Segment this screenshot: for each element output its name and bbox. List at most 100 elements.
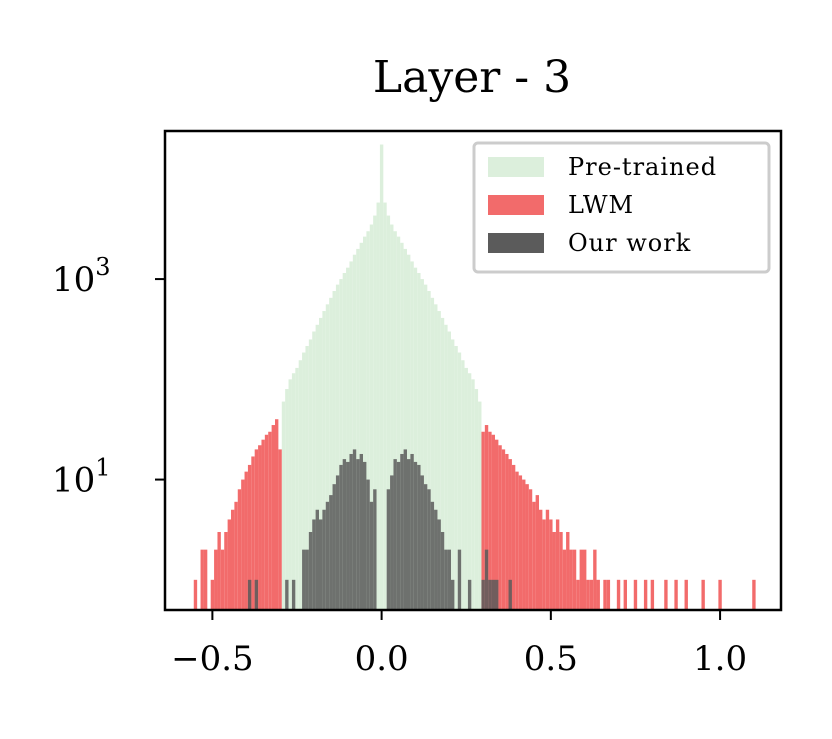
histogram-bar bbox=[403, 248, 407, 610]
histogram-bar bbox=[342, 459, 347, 610]
histogram-bar bbox=[278, 449, 282, 610]
y-tick-label: 103 bbox=[52, 253, 111, 300]
histogram-bar bbox=[410, 261, 414, 610]
histogram-bar bbox=[417, 464, 421, 610]
histogram-bar bbox=[491, 579, 495, 610]
histogram-bar bbox=[423, 484, 428, 610]
histogram-bar bbox=[501, 449, 506, 610]
histogram-bar bbox=[566, 531, 570, 610]
histogram-bar bbox=[203, 549, 208, 610]
histogram-bar bbox=[528, 489, 533, 610]
histogram-bar bbox=[572, 549, 577, 610]
histogram-bar bbox=[488, 431, 492, 610]
plot-area bbox=[193, 144, 756, 610]
histogram-bar bbox=[701, 579, 705, 610]
histogram-bar bbox=[596, 579, 600, 610]
histogram-bar bbox=[515, 471, 519, 610]
histogram-bar bbox=[434, 509, 438, 610]
histogram-bar bbox=[413, 461, 418, 610]
histogram-bar bbox=[508, 579, 512, 610]
histogram-bar bbox=[403, 449, 407, 610]
histogram-bar bbox=[322, 311, 326, 610]
histogram-bar bbox=[457, 352, 462, 610]
histogram-bar bbox=[346, 267, 350, 610]
histogram-bar bbox=[752, 579, 756, 610]
histogram-bar bbox=[440, 317, 445, 610]
histogram-bar bbox=[522, 479, 526, 610]
histogram-bar bbox=[247, 579, 252, 610]
histogram-bar bbox=[244, 471, 248, 610]
histogram-bar bbox=[484, 549, 489, 610]
histogram-bar bbox=[220, 549, 225, 610]
legend-swatch bbox=[488, 157, 544, 177]
histogram-bar bbox=[390, 224, 394, 610]
histogram-bar bbox=[407, 459, 411, 610]
histogram-bar bbox=[569, 549, 573, 610]
histogram-bar bbox=[271, 425, 275, 610]
histogram-bar bbox=[258, 445, 262, 610]
histogram-bar bbox=[390, 475, 394, 610]
plot-frame bbox=[163, 129, 783, 612]
legend-label: Our work bbox=[568, 229, 691, 257]
histogram-bar bbox=[586, 579, 590, 610]
histogram-bar bbox=[319, 317, 323, 610]
histogram-bar bbox=[373, 215, 377, 610]
histogram-bar bbox=[363, 461, 367, 610]
histogram-bar bbox=[335, 284, 340, 610]
histogram-bar bbox=[532, 501, 536, 610]
histogram-bar bbox=[413, 267, 418, 610]
x-tick-label: 0.5 bbox=[524, 639, 578, 679]
histogram-bar bbox=[420, 475, 424, 610]
histogram-bar bbox=[396, 461, 401, 610]
histogram-bar bbox=[481, 431, 485, 610]
histogram-bar bbox=[369, 501, 374, 610]
histogram-bar bbox=[214, 549, 218, 610]
histogram-bar bbox=[718, 579, 722, 610]
histogram-bar bbox=[471, 379, 475, 610]
histogram-bar bbox=[231, 509, 235, 610]
histogram-bar bbox=[616, 579, 621, 610]
histogram-bar bbox=[447, 549, 451, 610]
histogram-bar bbox=[237, 489, 242, 610]
histogram-bar bbox=[400, 453, 404, 610]
histogram-bar bbox=[315, 509, 319, 610]
histogram-bar bbox=[291, 579, 296, 610]
histogram-bar bbox=[227, 519, 231, 610]
x-tick-label: −0.5 bbox=[171, 639, 254, 679]
histogram-bar bbox=[251, 456, 255, 610]
histogram-bar bbox=[467, 373, 472, 610]
histogram-bar bbox=[400, 242, 404, 610]
legend: Pre-trained LWM Our work bbox=[472, 141, 771, 274]
histogram-bar bbox=[349, 453, 353, 610]
histogram-bar bbox=[440, 531, 445, 610]
histogram-bar bbox=[430, 501, 435, 610]
histogram-bar bbox=[643, 579, 648, 610]
histogram-bar bbox=[335, 475, 340, 610]
histogram-bar bbox=[451, 339, 455, 610]
histogram-bar bbox=[210, 579, 215, 610]
histogram-bar bbox=[285, 579, 289, 610]
histogram-bar bbox=[407, 254, 411, 610]
histogram-bar bbox=[315, 324, 319, 610]
histogram-bar bbox=[281, 401, 286, 610]
histogram-bar bbox=[535, 495, 539, 610]
histogram-bar bbox=[508, 459, 512, 610]
histogram-bar bbox=[305, 346, 309, 610]
histogram-bar bbox=[467, 579, 472, 610]
histogram-bar bbox=[200, 549, 204, 610]
histogram-bar bbox=[464, 367, 468, 610]
histogram-bar bbox=[234, 501, 238, 610]
histogram-bar bbox=[454, 346, 458, 610]
histogram-bar bbox=[461, 360, 465, 610]
histogram-bar bbox=[386, 489, 391, 610]
histogram-bar bbox=[444, 549, 448, 610]
histogram-bar bbox=[444, 324, 448, 610]
histogram-bar bbox=[589, 579, 594, 610]
histogram-bar bbox=[308, 531, 313, 610]
histogram-bar bbox=[217, 531, 221, 610]
histogram-bar bbox=[562, 549, 567, 610]
histogram-bar bbox=[488, 579, 492, 610]
histogram-bar bbox=[495, 579, 499, 610]
legend-label: Pre-trained bbox=[568, 153, 717, 181]
histogram-bar bbox=[356, 459, 360, 610]
